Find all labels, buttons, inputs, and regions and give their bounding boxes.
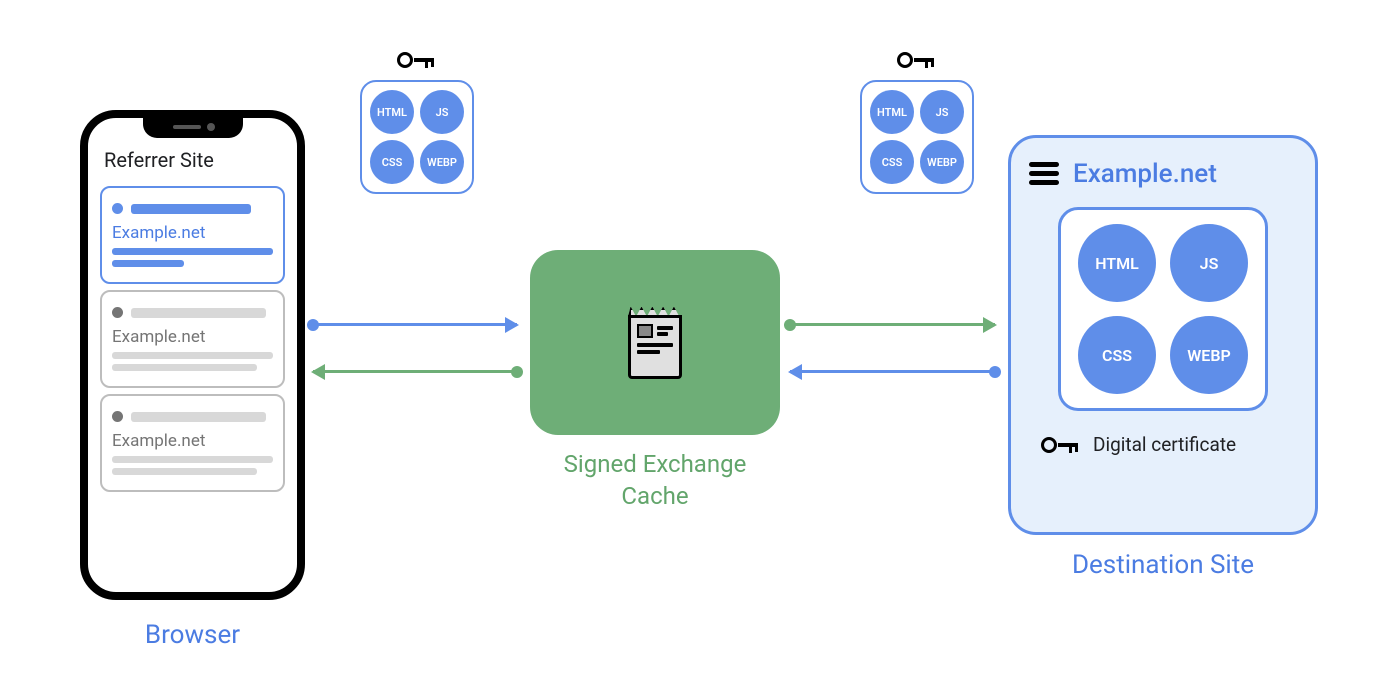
- browser-phone: Referrer Site Example.netExample.netExam…: [80, 110, 305, 600]
- destination-header: Example.net: [1029, 158, 1297, 189]
- resource-html: HTML: [870, 90, 914, 134]
- resources-box: HTMLJSCSSWEBP: [860, 80, 974, 194]
- destination-resources: HTMLJSCSSWEBP: [1058, 207, 1268, 411]
- dest-resource-css: CSS: [1078, 316, 1156, 394]
- key-icon: [397, 50, 437, 70]
- arrow-cache-to-dest: [790, 323, 995, 326]
- cache-label-line2: Cache: [621, 482, 688, 510]
- browser-label: Browser: [80, 620, 305, 650]
- resource-css: CSS: [370, 140, 414, 184]
- signed-exchange-diagram: Referrer Site Example.netExample.netExam…: [0, 0, 1386, 680]
- digital-certificate-row: Digital certificate: [1029, 433, 1297, 456]
- cache-label-line1: Signed Exchange: [564, 450, 747, 478]
- signed-resources-right: HTMLJSCSSWEBP: [860, 50, 974, 194]
- resource-html: HTML: [370, 90, 414, 134]
- referrer-card-0: Example.net: [100, 186, 285, 284]
- dest-resource-webp: WEBP: [1170, 316, 1248, 394]
- resource-css: CSS: [870, 140, 914, 184]
- dest-resource-js: JS: [1170, 224, 1248, 302]
- arrow-cache-to-browser: [313, 370, 517, 373]
- referrer-card-2: Example.net: [100, 394, 285, 492]
- cache-label: Signed Exchange Cache: [530, 448, 780, 513]
- referrer-card-1: Example.net: [100, 290, 285, 388]
- signed-exchange-cache: [530, 250, 780, 435]
- resource-webp: WEBP: [920, 140, 964, 184]
- destination-title: Example.net: [1073, 159, 1217, 189]
- destination-label: Destination Site: [1008, 550, 1318, 580]
- document-icon: [624, 307, 686, 379]
- resources-box: HTMLJSCSSWEBP: [360, 80, 474, 194]
- key-icon: [897, 50, 937, 70]
- resource-webp: WEBP: [420, 140, 464, 184]
- key-icon: [1041, 435, 1081, 455]
- digital-certificate-label: Digital certificate: [1093, 433, 1236, 456]
- phone-notch: [143, 116, 243, 138]
- dest-resource-html: HTML: [1078, 224, 1156, 302]
- hamburger-icon: [1029, 158, 1059, 189]
- resource-js: JS: [920, 90, 964, 134]
- signed-resources-left: HTMLJSCSSWEBP: [360, 50, 474, 194]
- resource-js: JS: [420, 90, 464, 134]
- arrow-browser-to-cache: [313, 323, 517, 326]
- arrow-dest-to-cache: [790, 370, 995, 373]
- destination-site-box: Example.net HTMLJSCSSWEBP Digital certif…: [1008, 135, 1318, 535]
